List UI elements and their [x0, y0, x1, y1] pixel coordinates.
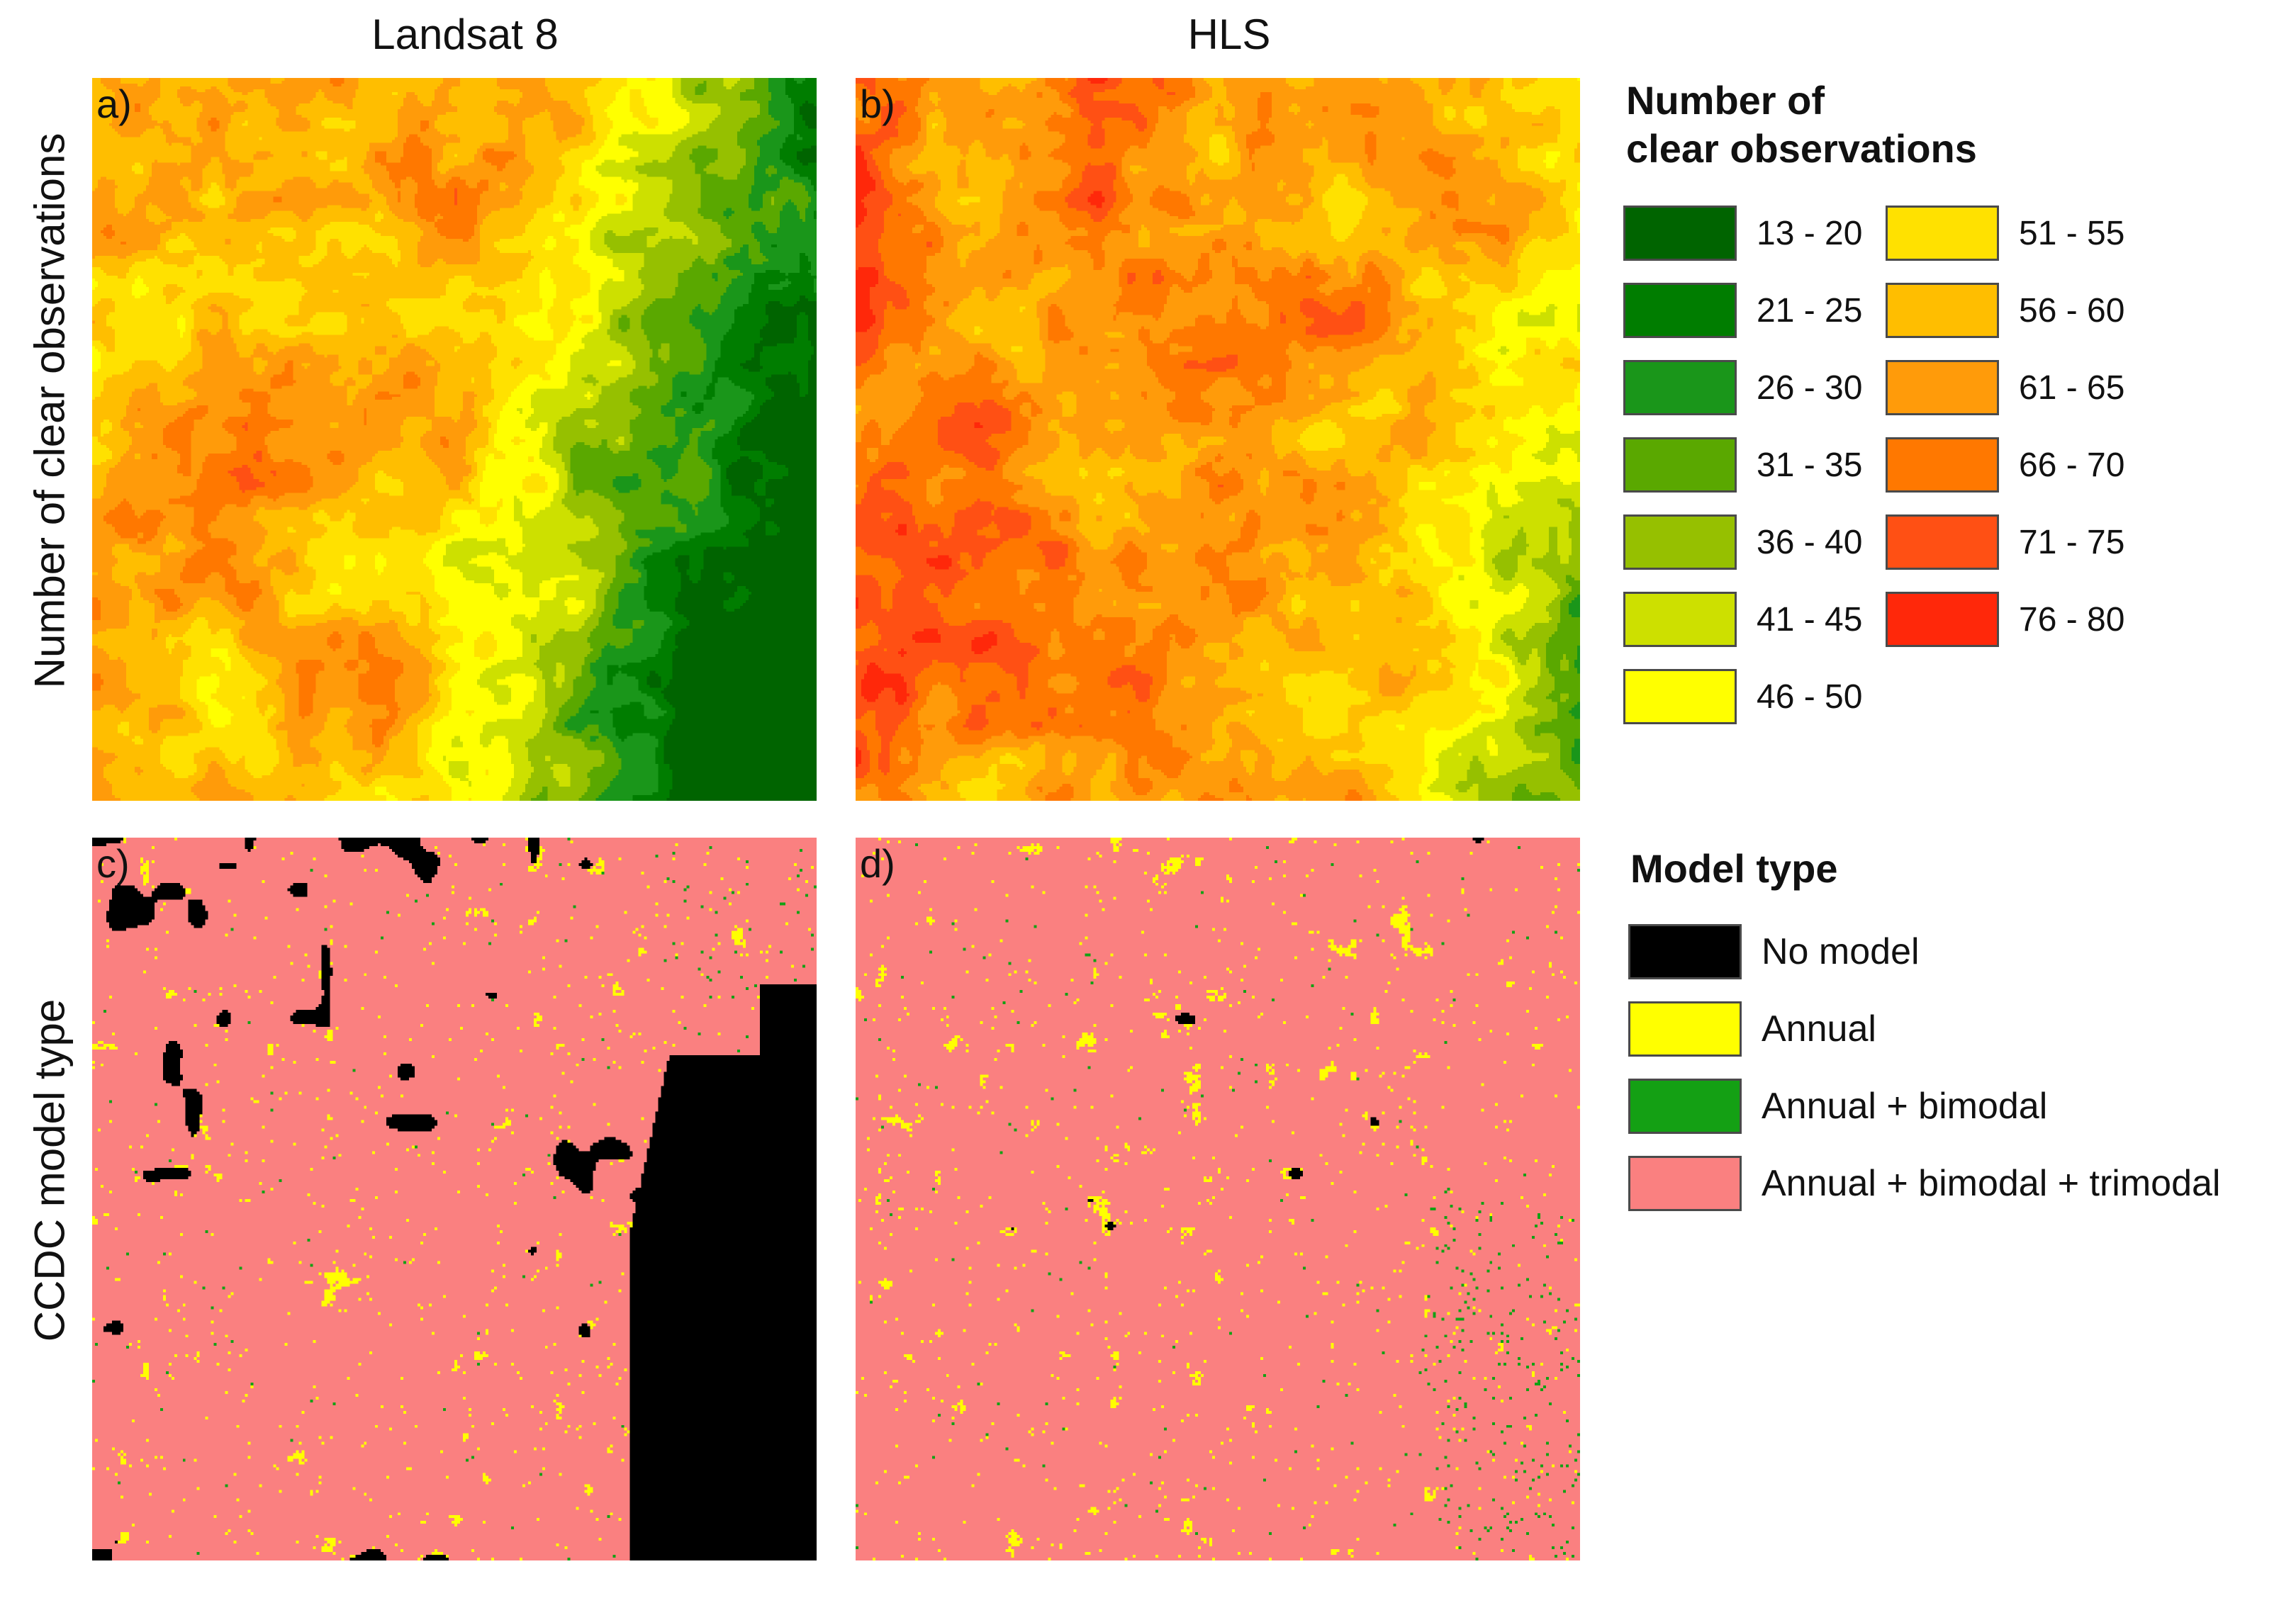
column-title-landsat8: Landsat 8: [371, 11, 559, 58]
legend-label: No model: [1762, 931, 1920, 972]
panel-label: a): [96, 81, 132, 126]
legend-swatch: [1886, 514, 1999, 570]
legend-swatch: [1628, 1156, 1742, 1211]
legend-swatch: [1628, 1079, 1742, 1134]
legend-item: 26 - 30: [1623, 360, 1862, 415]
clear-obs-legend-title: Number of clear observations: [1626, 77, 1977, 173]
legend-swatch: [1886, 360, 1999, 415]
legend-label: 56 - 60: [2019, 291, 2125, 330]
panel-label: b): [860, 81, 895, 126]
legend-item: 46 - 50: [1623, 669, 1862, 724]
legend-item: Annual + bimodal: [1628, 1079, 2047, 1134]
legend-item: No model: [1628, 924, 1920, 979]
legend-swatch: [1623, 514, 1737, 570]
row-title-model-type: CCDC model type: [26, 999, 74, 1342]
legend-item: Annual: [1628, 1001, 1876, 1057]
legend-swatch: [1623, 592, 1737, 647]
legend-item: 51 - 55: [1886, 206, 2124, 261]
legend-swatch: [1886, 592, 1999, 647]
legend-label: 31 - 35: [1757, 446, 1863, 484]
panel-label: c): [96, 841, 130, 886]
legend-label: 66 - 70: [2019, 446, 2125, 484]
legend-label: 13 - 20: [1757, 214, 1863, 252]
legend-swatch: [1628, 1001, 1742, 1057]
legend-label: 26 - 30: [1757, 369, 1863, 407]
legend-label: 71 - 75: [2019, 523, 2125, 561]
legend-label: 61 - 65: [2019, 369, 2125, 407]
legend-item: 36 - 40: [1623, 514, 1862, 570]
legend-label: 51 - 55: [2019, 214, 2125, 252]
legend-item: 31 - 35: [1623, 437, 1862, 493]
legend-swatch: [1623, 206, 1737, 261]
model-legend-title: Model type: [1630, 846, 1838, 891]
legend-swatch: [1623, 283, 1737, 338]
legend-label: 76 - 80: [2019, 600, 2125, 639]
legend-title-line: clear observations: [1626, 126, 1977, 171]
panel-a-landsat-clear-obs: a): [92, 78, 817, 801]
legend-item: 21 - 25: [1623, 283, 1862, 338]
legend-swatch: [1886, 283, 1999, 338]
legend-item: 41 - 45: [1623, 592, 1862, 647]
legend-item: 13 - 20: [1623, 206, 1862, 261]
legend-item: 61 - 65: [1886, 360, 2124, 415]
panel-c-landsat-model-type: c): [92, 838, 817, 1560]
legend-item: 56 - 60: [1886, 283, 2124, 338]
panel-d-hls-model-type: d): [856, 838, 1580, 1560]
legend-swatch: [1623, 437, 1737, 493]
legend-label: 46 - 50: [1757, 677, 1863, 716]
legend-item: Annual + bimodal + trimodal: [1628, 1156, 2221, 1211]
raster-map: [92, 78, 817, 801]
legend-label: 41 - 45: [1757, 600, 1863, 639]
legend-label: Annual: [1762, 1008, 1876, 1050]
legend-swatch: [1886, 206, 1999, 261]
legend-swatch: [1623, 669, 1737, 724]
legend-swatch: [1623, 360, 1737, 415]
legend-item: 76 - 80: [1886, 592, 2124, 647]
raster-map: [92, 838, 817, 1560]
legend-swatch: [1886, 437, 1999, 493]
legend-label: 36 - 40: [1757, 523, 1863, 561]
legend-item: 66 - 70: [1886, 437, 2124, 493]
raster-map: [856, 78, 1580, 801]
legend-item: 71 - 75: [1886, 514, 2124, 570]
panel-label: d): [860, 841, 895, 886]
panel-b-hls-clear-obs: b): [856, 78, 1580, 801]
legend-swatch: [1628, 924, 1742, 979]
legend-label: Annual + bimodal + trimodal: [1762, 1163, 2221, 1204]
legend-title-line: Number of: [1626, 78, 1825, 123]
legend-label: 21 - 25: [1757, 291, 1863, 330]
raster-map: [856, 838, 1580, 1560]
column-title-hls: HLS: [1187, 11, 1271, 58]
row-title-clear-observations: Number of clear observations: [26, 133, 74, 689]
legend-label: Annual + bimodal: [1762, 1086, 2048, 1127]
